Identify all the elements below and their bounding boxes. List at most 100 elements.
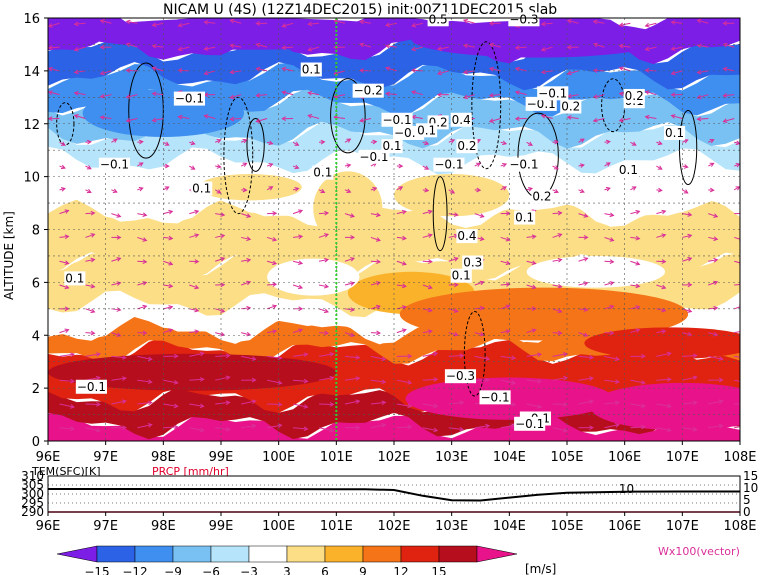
wind-vector xyxy=(267,355,282,359)
wind-vector-head xyxy=(709,187,715,193)
wind-vector-head xyxy=(537,352,543,358)
wind-vector xyxy=(267,403,282,406)
wind-vector xyxy=(308,22,320,25)
sub-y-tick-left: 300 xyxy=(21,487,44,501)
wind-vector xyxy=(437,46,449,50)
wind-vector xyxy=(215,213,225,216)
contour-label-bg xyxy=(98,157,131,172)
contour-label-bg xyxy=(537,86,569,101)
wind-vector-head xyxy=(381,379,387,385)
wind-vector xyxy=(645,91,657,96)
wind-vector-head xyxy=(324,330,330,336)
contour-label: −0.1 xyxy=(509,158,538,172)
wind-vector xyxy=(370,281,381,286)
wind-vector-head xyxy=(173,380,179,385)
wind-vector-head xyxy=(376,259,381,265)
wind-vector-head xyxy=(631,186,637,191)
wind-vector xyxy=(656,403,671,407)
wind-vector-head xyxy=(216,139,222,144)
colorbar-tick-label: −12 xyxy=(122,565,147,575)
wind-vector-head xyxy=(605,139,611,145)
wind-vector-head xyxy=(164,141,170,146)
wind-vector xyxy=(463,94,475,99)
wind-vector xyxy=(241,236,251,240)
wind-vector-head xyxy=(505,236,511,242)
wind-vector-head xyxy=(346,138,352,143)
wind-vector xyxy=(567,116,579,119)
wind-vector xyxy=(85,427,100,432)
wind-vector-head xyxy=(220,282,226,288)
wind-vector-head xyxy=(479,280,485,286)
wind-vector xyxy=(292,403,308,408)
wind-vector xyxy=(292,284,303,289)
wind-vector-head xyxy=(540,47,546,52)
wind-vector xyxy=(163,426,178,429)
wind-vector-head xyxy=(151,117,157,123)
wind-vector xyxy=(723,43,735,48)
wind-vector xyxy=(85,233,95,238)
wind-vector xyxy=(630,306,640,310)
vector-legend-label: Wx100(vector) xyxy=(658,545,740,558)
wind-vector xyxy=(604,213,614,216)
wind-vector-head xyxy=(398,186,404,191)
wind-vector xyxy=(396,284,406,287)
wind-vector xyxy=(448,234,458,238)
wind-vector-head xyxy=(272,236,278,242)
wind-vector-head xyxy=(268,186,274,191)
wind-vector xyxy=(671,21,683,24)
sub-x-tick-label: 106E xyxy=(608,519,641,534)
wind-vector-head xyxy=(324,257,330,263)
field-patch xyxy=(584,327,740,360)
wind-vector xyxy=(178,116,190,119)
wind-vector xyxy=(682,354,697,357)
wind-vector xyxy=(604,401,619,405)
contour-label-bg xyxy=(450,112,472,127)
wind-vector-head xyxy=(583,235,589,240)
wind-vector-head xyxy=(407,380,413,385)
wind-vector-head xyxy=(687,308,693,313)
wind-vector-head xyxy=(579,138,585,143)
contour-line xyxy=(246,117,265,172)
wind-vector-head xyxy=(476,187,482,193)
sub-y-tick-right: 15 xyxy=(743,469,758,483)
wind-vector xyxy=(734,260,740,264)
wind-vector-head xyxy=(298,306,304,312)
wind-vector xyxy=(308,92,320,96)
wind-vector xyxy=(645,46,657,51)
colorbar-cell xyxy=(134,545,174,563)
wind-vector xyxy=(619,22,631,26)
wind-vector-head xyxy=(670,114,676,119)
wind-vector-head xyxy=(220,257,226,262)
wind-vector xyxy=(308,46,320,51)
wind-vector-head xyxy=(401,235,407,241)
wind-vector xyxy=(189,210,199,215)
wind-vector-head xyxy=(272,329,278,334)
contour-label: 0.1 xyxy=(619,163,638,177)
wind-vector-head xyxy=(281,66,287,72)
wind-vector-head xyxy=(70,378,75,384)
wind-vector-head xyxy=(427,233,433,238)
wind-vector xyxy=(334,94,346,98)
wind-vector xyxy=(411,22,423,27)
wind-vector-head xyxy=(121,399,127,404)
wind-vector-head xyxy=(540,21,546,27)
wind-vector-head xyxy=(661,259,667,264)
y-axis-ticks: 0 2 4 6 8 10 12 14 16 xyxy=(23,12,48,450)
wind-vector-head xyxy=(64,328,70,333)
wind-vector-head xyxy=(375,237,381,242)
wind-vector xyxy=(593,117,605,122)
wind-vector-head xyxy=(372,186,378,192)
wind-vector-head xyxy=(99,115,105,120)
wind-vector xyxy=(604,281,614,286)
wind-vector xyxy=(500,379,516,384)
wind-vector-head xyxy=(73,69,79,75)
wind-vector xyxy=(256,117,268,123)
wind-vector-head xyxy=(502,186,507,191)
wind-vector-head xyxy=(589,376,594,381)
wind-vector-head xyxy=(427,329,433,334)
wind-vector-head xyxy=(579,163,585,168)
wind-vector-head xyxy=(713,213,719,218)
wind-vector-head xyxy=(476,162,482,167)
wind-vector xyxy=(578,400,594,405)
wind-vector-head xyxy=(194,233,200,238)
